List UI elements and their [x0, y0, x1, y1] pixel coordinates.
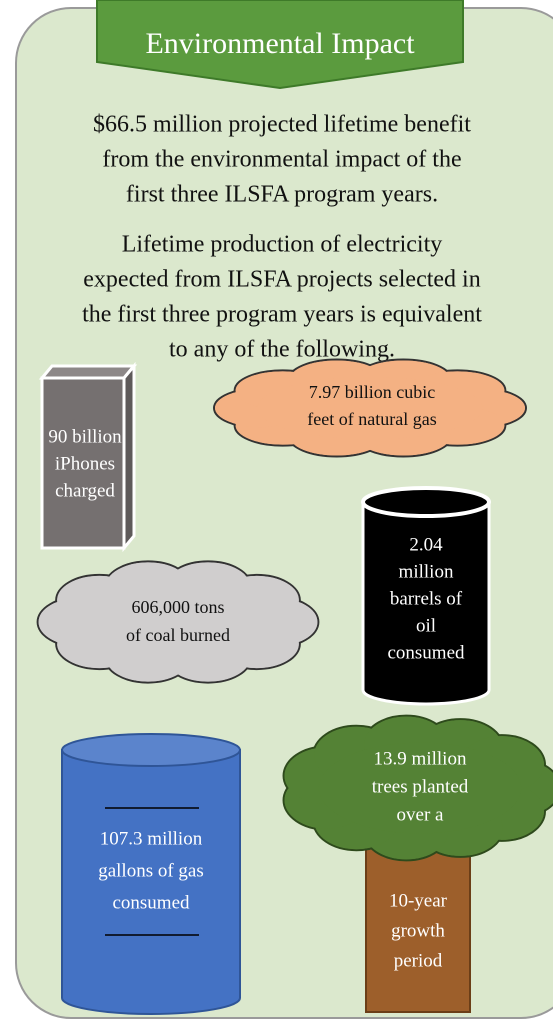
tree-text: 13.9 million [374, 748, 467, 769]
oil-text: oil [416, 615, 436, 636]
equivalence-line: Lifetime production of electricity [122, 232, 443, 258]
oil-text: million [399, 561, 454, 582]
phone-text: charged [55, 480, 115, 501]
coal-text: 606,000 tons [131, 597, 224, 617]
gas-cylinder [61, 733, 241, 1015]
equivalence-line: the first three program years is equival… [82, 302, 482, 328]
banner-shape [96, 0, 464, 90]
equivalence-line: to any of the following. [169, 337, 395, 363]
coal-text: of coal burned [126, 625, 230, 645]
natural-gas-text: feet of natural gas [307, 409, 436, 429]
gas-gallons-text: gallons of gas [98, 860, 204, 881]
oil-text: consumed [387, 642, 465, 663]
banner-title: Environmental Impact [145, 27, 415, 60]
oil-text: barrels of [390, 588, 463, 609]
oil-barrel [361, 486, 491, 706]
tree-text: growth [391, 920, 445, 941]
tree-text: over a [397, 804, 445, 825]
intro-line: first three ILSFA program years. [126, 182, 438, 208]
intro-line: from the environmental impact of the [102, 147, 461, 173]
tree-text: period [394, 950, 443, 971]
coal-cloud [36, 560, 320, 684]
tree-text: 10-year [389, 890, 448, 911]
equivalence-line: expected from ILSFA projects selected in [83, 267, 480, 293]
oil-text: 2.04 [409, 534, 443, 555]
gas-gallons-text: consumed [112, 892, 190, 913]
gas-gallons-text: 107.3 million [100, 828, 203, 849]
tree-canopy [282, 714, 553, 862]
phone-box [38, 361, 138, 553]
natural-gas-cloud [213, 358, 527, 458]
intro-line: $66.5 million projected lifetime benefit [93, 112, 471, 138]
tree-trunk [365, 829, 471, 1013]
phone-text: iPhones [55, 453, 115, 474]
tree-text: trees planted [372, 776, 469, 797]
phone-text: 90 billion [48, 426, 122, 447]
natural-gas-text: 7.97 billion cubic [309, 382, 435, 402]
